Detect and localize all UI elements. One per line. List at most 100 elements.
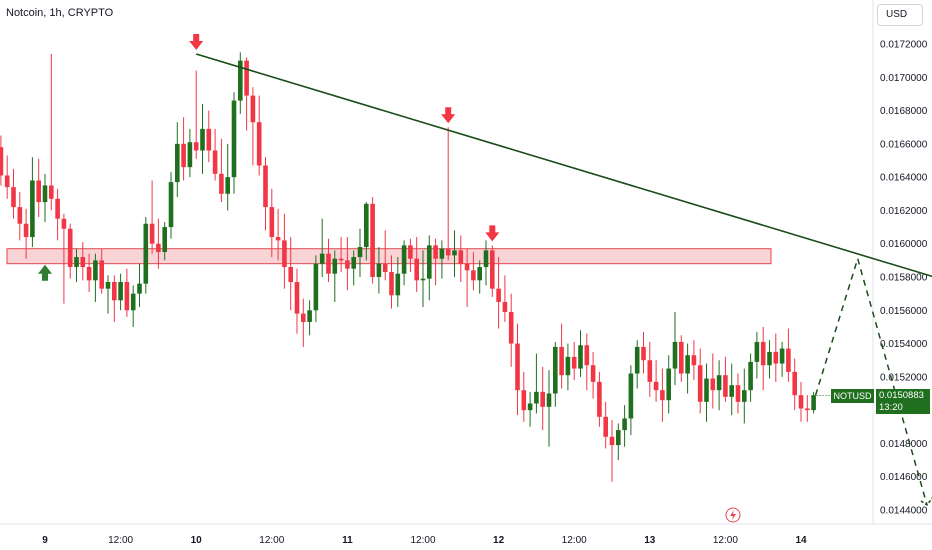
candle-body (773, 351, 779, 364)
candle-body (427, 245, 432, 279)
candle-body (364, 203, 369, 248)
candle-body (653, 381, 659, 391)
y-tick-label: 0.0166000 (880, 139, 928, 150)
last-price-tag: NOTUSD 0.0150883 13:20 (831, 389, 930, 414)
y-tick-label: 0.0156000 (880, 306, 928, 317)
candle-body (231, 100, 237, 178)
candle-body (175, 143, 180, 183)
y-tick-label: 0.0162000 (880, 206, 928, 217)
y-tick-label: 0.0144000 (880, 506, 928, 517)
candle-body (634, 346, 640, 374)
candle-body (786, 348, 791, 372)
arrow-up-icon (38, 264, 52, 281)
arrow-down-icon (485, 225, 500, 242)
resistance-zone[interactable] (6, 248, 772, 265)
candle-body (666, 368, 671, 401)
candle-body (729, 385, 734, 397)
candle-body (603, 416, 608, 437)
candle-body (679, 341, 684, 374)
candle-body (609, 436, 615, 446)
candle-body (534, 391, 539, 404)
candle-body (452, 250, 457, 256)
candle-body (697, 365, 703, 402)
candle-body (86, 267, 92, 281)
candle-body (433, 245, 438, 259)
x-tick-label: 12 (493, 535, 505, 546)
candle-body (805, 408, 810, 411)
candle-body (401, 245, 407, 274)
candle-body (370, 203, 375, 277)
currency-selector[interactable]: USD (877, 4, 923, 26)
candle-body (647, 360, 653, 382)
candle-body (691, 355, 697, 366)
y-tick-label: 0.0152000 (880, 372, 928, 383)
candle-body (23, 223, 29, 238)
candle-body (798, 395, 804, 409)
candle-body (244, 60, 249, 96)
candle-body (30, 180, 35, 238)
candle-body (660, 390, 665, 401)
candle-body (256, 122, 262, 166)
y-tick-label: 0.0168000 (880, 106, 928, 117)
candle-body (288, 267, 293, 282)
candle-body (704, 378, 709, 402)
price-tag-countdown: 13:20 (876, 402, 930, 414)
projection-up-path (814, 258, 859, 396)
y-tick-label: 0.0158000 (880, 273, 928, 284)
candle-body (622, 418, 627, 431)
candle-body (389, 272, 394, 296)
candle-body (546, 393, 552, 407)
x-tick-label: 12:00 (259, 535, 284, 546)
descending-trendline[interactable] (195, 53, 932, 305)
price-tag-value: 0.0150883 (876, 389, 930, 403)
candle-body (496, 288, 501, 302)
candle-body (710, 378, 716, 391)
candle-body (294, 281, 300, 314)
candle-body (93, 260, 98, 281)
candle-body (338, 258, 344, 261)
candle-body (332, 258, 338, 274)
y-tick-label: 0.0154000 (880, 339, 928, 350)
candle-body (275, 237, 281, 241)
candle-body (748, 361, 753, 391)
candle-body (672, 341, 678, 369)
candle-body (779, 348, 785, 364)
candle-body (118, 281, 123, 301)
candle-body (616, 430, 621, 446)
candle-body (508, 311, 514, 344)
candle-body (212, 150, 218, 174)
x-tick-label: 12:00 (713, 535, 738, 546)
x-tick-label: 13 (644, 535, 656, 546)
candle-body (502, 301, 508, 312)
candle-body (263, 165, 268, 208)
candle-body (206, 128, 212, 151)
candle-body (238, 60, 243, 101)
x-tick-label: 12:00 (410, 535, 435, 546)
candle-body (143, 223, 149, 284)
candle-body (445, 248, 451, 256)
y-tick-label: 0.0160000 (880, 239, 928, 250)
candle-body (515, 343, 520, 391)
candle-body (67, 228, 73, 268)
candle-body (219, 173, 224, 194)
event-flash-icon[interactable] (725, 507, 741, 523)
candle-body (376, 263, 382, 277)
candle-body (584, 345, 590, 366)
x-tick-label: 9 (42, 535, 48, 546)
candle-body (685, 355, 690, 374)
candle-body (395, 273, 401, 296)
candle-body (162, 227, 167, 253)
candle-body (307, 310, 312, 322)
candle-body (181, 143, 186, 168)
candle-body (641, 346, 646, 361)
candle-body (357, 247, 363, 258)
candle-body (137, 283, 142, 294)
candle-body (187, 142, 193, 168)
candle-body (49, 185, 54, 199)
candle-body (11, 187, 16, 208)
candle-body (597, 381, 602, 417)
candle-body (99, 260, 104, 289)
candle-body (590, 365, 596, 382)
candle-body (55, 198, 60, 219)
